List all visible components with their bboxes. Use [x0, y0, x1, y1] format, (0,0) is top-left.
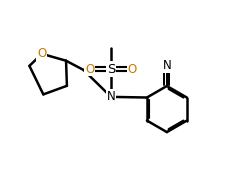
- Text: S: S: [107, 62, 115, 76]
- Text: O: O: [37, 47, 47, 60]
- Text: N: N: [163, 59, 171, 72]
- Text: N: N: [107, 90, 115, 103]
- Text: O: O: [128, 62, 137, 76]
- Text: O: O: [85, 62, 94, 76]
